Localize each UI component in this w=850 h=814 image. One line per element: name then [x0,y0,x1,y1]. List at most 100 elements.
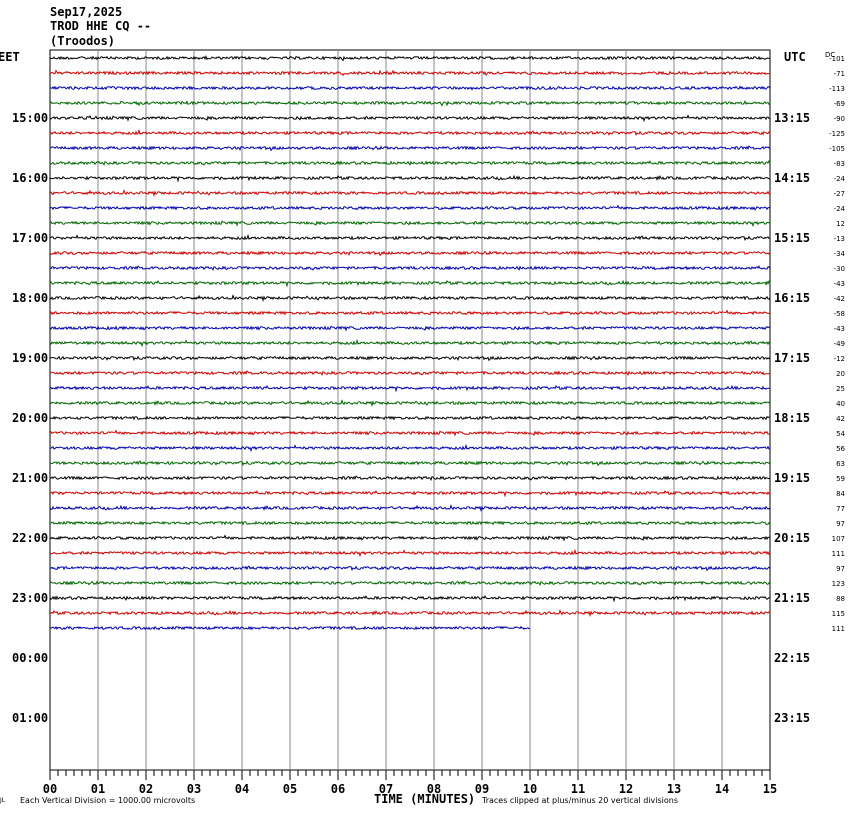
x-tick-label: 03 [187,782,201,796]
seismic-trace [49,489,771,498]
left-hour-label: 19:00 [12,351,48,365]
x-tick-label: 06 [331,782,345,796]
seismic-trace [49,429,771,437]
dc-offset-label: -49 [834,340,845,348]
dc-offset-label: -71 [834,70,845,78]
dc-offset-label: -34 [834,250,846,258]
seismic-trace [49,114,771,123]
dc-offset-label: 115 [832,610,845,618]
right-hour-label: 17:15 [774,351,810,365]
x-tick-label: 09 [475,782,489,796]
seismic-trace [49,355,771,362]
seismic-trace [49,250,771,257]
dc-offset-label: 25 [836,385,845,393]
left-hour-label: 22:00 [12,531,48,545]
dc-offset-label: -13 [834,235,845,243]
left-hour-label: 16:00 [12,171,48,185]
dc-offset-label: -90 [834,115,845,123]
dc-offset-label: 97 [836,520,845,528]
seismic-trace [50,85,771,91]
dc-offset-label: -42 [834,295,845,303]
seismic-trace [49,159,771,166]
x-tick-label: 02 [139,782,153,796]
dc-offset-label: -27 [834,190,845,198]
seismic-trace [49,580,771,586]
station-location: (Troodos) [50,34,116,48]
x-tick-label: 04 [235,782,249,796]
vertical-division-note: Each Vertical Division = 1000.00 microvo… [20,796,196,805]
left-hour-label: 17:00 [12,231,48,245]
plot-frame [49,49,771,771]
right-hour-label: 15:15 [774,231,810,245]
seismic-trace [49,475,771,481]
right-hour-label: 19:15 [774,471,810,485]
seismic-trace [49,309,771,316]
corner-mark: JL [0,797,6,804]
dc-offset-label: -113 [829,85,845,93]
dc-offset-label: 111 [832,625,845,633]
dc-offset-label: -83 [834,160,845,168]
dc-offset-label: -125 [829,130,845,138]
seismic-trace [49,54,771,62]
left-hour-label: 18:00 [12,291,48,305]
dc-offset-label: 97 [836,565,845,573]
dc-offset-label: -24 [834,205,846,213]
dc-offset-label: -105 [829,145,845,153]
seismic-trace [49,233,771,242]
seismic-trace [49,128,771,137]
right-hour-label: 18:15 [774,411,810,425]
x-tick-label: 14 [715,782,729,796]
dc-offset-label: 107 [832,535,845,543]
dc-offset-label: -58 [834,310,845,318]
seismic-trace [49,174,771,183]
x-tick-label: 12 [619,782,633,796]
left-hour-label: 23:00 [12,591,48,605]
seismic-trace [49,338,771,348]
dc-offset-label: 12 [836,220,845,228]
seismic-trace [49,145,771,152]
right-hour-label: 14:15 [774,171,810,185]
seismic-trace [49,399,771,408]
x-tick-label: 05 [283,782,297,796]
seismic-trace [49,443,771,453]
left-hour-label: 15:00 [12,111,48,125]
right-hour-label: 13:15 [774,111,810,125]
x-tick-label: 15 [763,782,777,796]
dc-offset-label: 123 [832,580,845,588]
plot-date: Sep17,2025 [50,5,123,19]
left-hour-label: 20:00 [12,411,48,425]
dc-offset-label: 56 [836,445,845,453]
left-hour-label: 00:00 [12,651,48,665]
seismic-trace [49,370,771,376]
dc-offset-label: -12 [834,355,845,363]
dc-offset-label: 20 [836,370,845,378]
dc-offset-label: 59 [836,475,845,483]
seismic-trace [49,69,771,77]
dc-offset-label: 88 [836,595,845,603]
seismic-trace [49,609,771,618]
seismic-trace [49,189,771,198]
x-tick-label: 01 [91,782,105,796]
seismic-trace [49,594,771,603]
seismic-trace [49,415,771,421]
seismic-trace [49,294,771,303]
seismic-trace [49,565,771,572]
x-tick-label: 11 [571,782,585,796]
seismic-trace [49,265,771,271]
seismic-trace [49,99,771,107]
seismic-trace [49,625,531,631]
x-tick-label: 08 [427,782,441,796]
x-tick-label: 13 [667,782,681,796]
seismic-trace [49,279,771,288]
seismic-trace [49,548,771,558]
seismic-trace [49,220,771,228]
dc-offset-label: 77 [836,505,845,513]
right-hour-label: 21:15 [774,591,810,605]
seismic-trace [49,460,771,467]
dc-offset-label: -43 [834,325,845,333]
dc-offset-label: 84 [836,490,845,498]
left-hour-label: 21:00 [12,471,48,485]
seismic-trace [49,204,771,211]
clipping-note: Traces clipped at plus/minus 20 vertical… [482,796,679,805]
